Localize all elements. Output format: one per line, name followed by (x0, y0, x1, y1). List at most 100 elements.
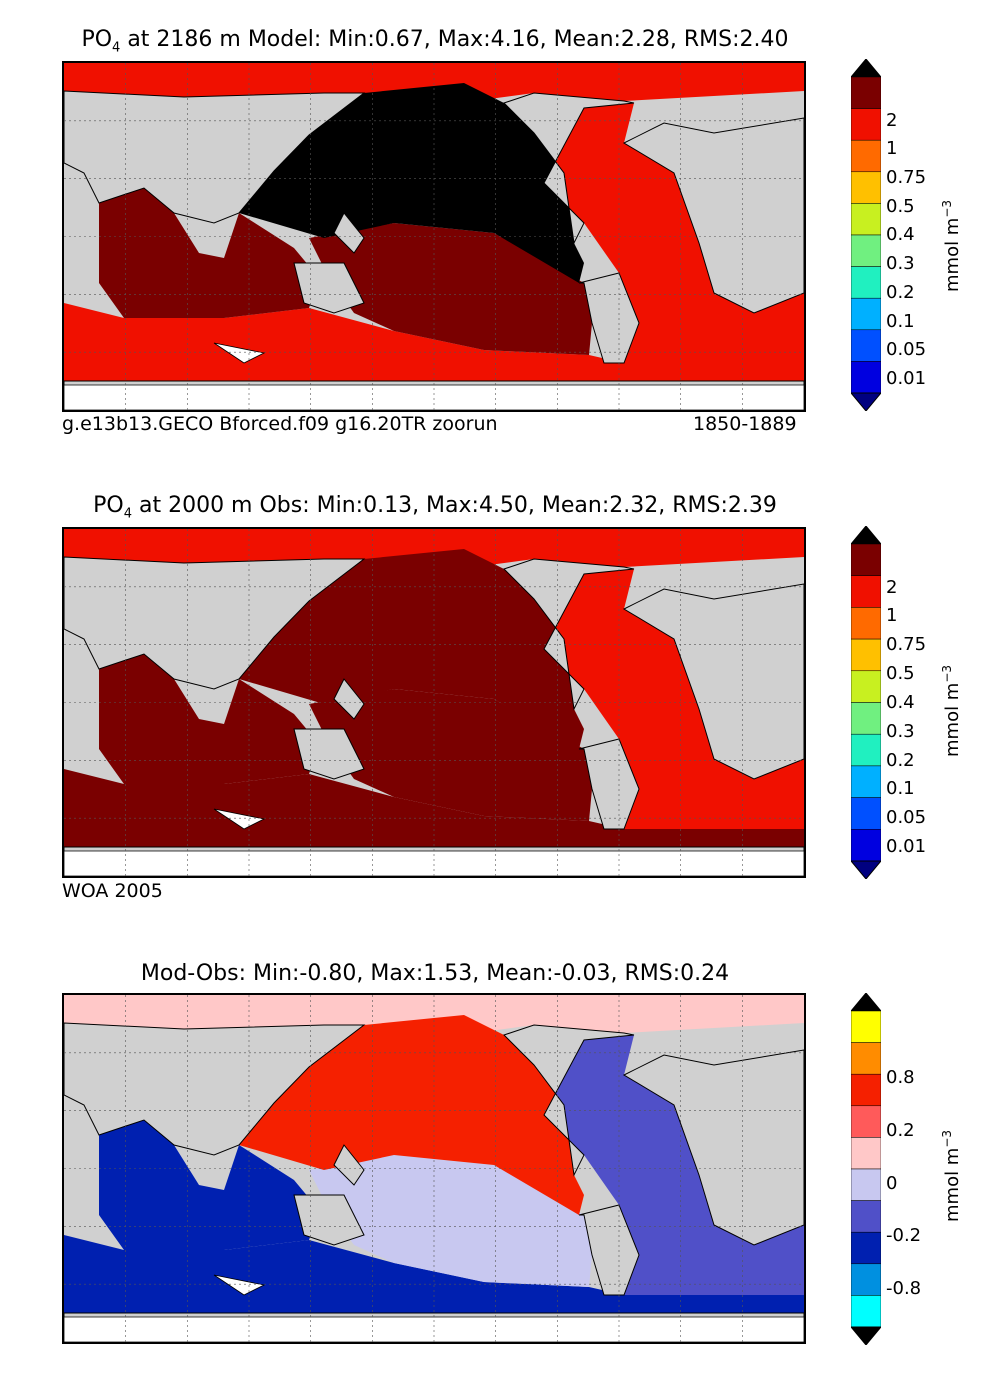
colorbar-tick-label: 0.8 (886, 1067, 915, 1089)
ocean-region-southern (64, 769, 804, 847)
colorbar-segment (850, 1010, 882, 1043)
colorbar-max-extension (849, 525, 883, 545)
colorbar-tick-label: 0.5 (886, 663, 915, 685)
colorbar-tick-label: 0.4 (886, 691, 915, 713)
colorbar-tick-label: -0.2 (886, 1225, 922, 1247)
ocean-region-south-pacific (309, 1155, 592, 1287)
colorbar-segment (850, 1295, 882, 1328)
landmass (578, 272, 640, 364)
colorbar-segment (850, 108, 882, 141)
colorbar-canvas (849, 525, 883, 880)
landmass (293, 1194, 365, 1246)
map-canvas (64, 63, 804, 410)
landmass (293, 728, 365, 780)
panel-title: Mod-Obs: Min:-0.80, Max:1.53, Mean:-0.03… (140, 961, 730, 986)
colorbar-tick-label: 0.05 (886, 339, 927, 361)
landmass (64, 90, 366, 224)
colorbar-tick-label: 0.1 (886, 310, 915, 332)
colorbar-min-extension (849, 1326, 883, 1346)
landmass (503, 1024, 635, 1177)
colorbar-min-extension (849, 392, 883, 412)
colorbar-segment (850, 1105, 882, 1138)
colorbar-segment (850, 203, 882, 236)
landmass (333, 678, 365, 720)
colorbar-tick-label: 0.1 (886, 778, 915, 800)
landmass (503, 92, 635, 245)
colorbar-segment (850, 607, 882, 640)
data-source: WOA 2005 (62, 880, 163, 902)
colorbar-segment (850, 1137, 882, 1170)
colorbar (849, 992, 883, 1346)
colorbar-segment (850, 329, 882, 362)
ocean-region-north-pacific (239, 549, 584, 749)
colorbar-tick-label: 0.2 (886, 1120, 915, 1142)
ocean-region-indian (99, 188, 319, 318)
ocean-region-indian (99, 1120, 319, 1250)
colorbar-segment (850, 234, 882, 267)
year-range: 1850-1889 (693, 413, 797, 435)
colorbar-segment (850, 1073, 882, 1107)
colorbar-units: mmol m−3 (940, 199, 963, 292)
landmass (622, 117, 804, 314)
colorbar-tick-label: 0.01 (886, 368, 927, 390)
ocean-region-atlantic (544, 1035, 804, 1295)
colorbar-segment (850, 543, 882, 576)
ocean-region-southern (64, 303, 804, 381)
colorbar (849, 58, 883, 412)
no-data-area (213, 1274, 266, 1296)
colorbar-segment (850, 266, 882, 299)
colorbar (849, 525, 883, 880)
colorbar-tick-label: 0.4 (886, 224, 915, 246)
colorbar-units: mmol m−3 (940, 664, 963, 757)
colorbar-segment (850, 638, 882, 672)
colorbar-tick-label: 0.75 (886, 634, 927, 656)
ocean-region-southern (64, 1235, 804, 1313)
colorbar-segment (850, 765, 882, 798)
colorbar-tick-label: 2 (886, 109, 898, 131)
colorbar-min-extension (849, 860, 883, 880)
colorbar-segment (850, 829, 882, 862)
colorbar-tick-label: 0 (886, 1172, 898, 1194)
run-name: g.e13b13.GECO Bforced.f09 g16.20TR zooru… (62, 413, 498, 435)
ocean-region-indian (99, 654, 319, 784)
colorbar-tick-label: -0.8 (886, 1278, 922, 1300)
map-difference (62, 993, 806, 1344)
colorbar-segment (850, 1200, 882, 1233)
colorbar-tick-label: 1 (886, 138, 898, 160)
landmass (64, 1022, 366, 1156)
colorbar-segment (850, 76, 882, 109)
colorbar-canvas (849, 58, 883, 412)
colorbar-max-extension (849, 992, 883, 1012)
landmass (578, 1204, 640, 1296)
panel-title: PO4 at 2000 m Obs: Min:0.13, Max:4.50, M… (93, 493, 777, 522)
map-canvas (64, 529, 804, 876)
colorbar-segment (850, 139, 882, 173)
colorbar-tick-label: 0.2 (886, 281, 915, 303)
colorbar-tick-label: 0.05 (886, 807, 927, 829)
colorbar-segment (850, 702, 882, 735)
colorbar-max-extension (849, 58, 883, 78)
ocean-region-south-pacific (309, 689, 592, 821)
colorbar-segment (850, 171, 882, 204)
colorbar-segment (850, 361, 882, 394)
colorbar-tick-label: 1 (886, 605, 898, 627)
colorbar-segment (850, 797, 882, 830)
landmass (622, 583, 804, 780)
ocean-region-atlantic (544, 569, 804, 829)
landmass (503, 558, 635, 711)
landmass (622, 1049, 804, 1246)
colorbar-tick-label: 0.75 (886, 166, 927, 188)
landmass (293, 262, 365, 314)
colorbar-canvas (849, 992, 883, 1346)
colorbar-segment (850, 1168, 882, 1201)
colorbar-segment (850, 1042, 882, 1075)
landmass (333, 212, 365, 254)
colorbar-tick-label: 2 (886, 576, 898, 598)
colorbar-segment (850, 733, 882, 767)
colorbar-tick-label: 0.01 (886, 836, 927, 858)
map-canvas (64, 995, 804, 1342)
colorbar-segment (850, 575, 882, 608)
ocean-region-atlantic (544, 103, 804, 363)
landmass (333, 1144, 365, 1186)
landmass (64, 556, 366, 690)
